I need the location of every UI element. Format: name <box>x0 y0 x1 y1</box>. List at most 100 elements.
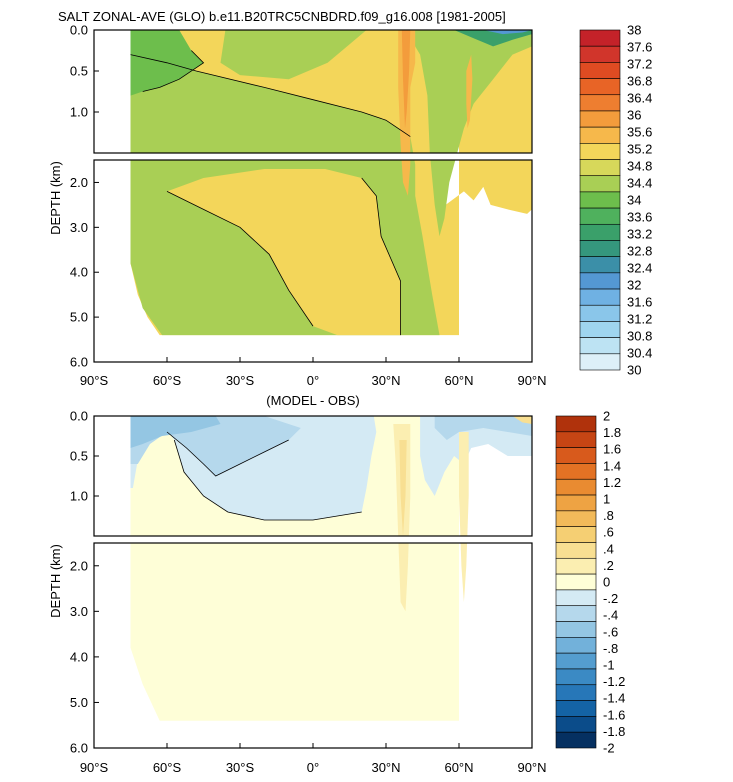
contour-line <box>142 50 205 92</box>
plot-area-lower <box>94 160 532 362</box>
y-tick-label: 1.0 <box>70 105 88 120</box>
region-aaiw-34.4 <box>130 54 414 153</box>
colorbar-label: -2 <box>603 741 615 756</box>
colorbar-box <box>579 240 621 257</box>
colorbar-box <box>579 78 621 96</box>
colorbar-label: 35.2 <box>627 142 652 157</box>
y-tick-label: 4.0 <box>70 265 88 280</box>
colorbar-box <box>579 337 621 355</box>
contour-line <box>361 177 402 336</box>
x-tick-label: 60°N <box>444 373 473 388</box>
plot-area-lower <box>94 543 532 748</box>
x-tick-label: 90°N <box>517 760 546 775</box>
colorbar-label: 33.2 <box>627 227 652 242</box>
colorbar-box <box>555 589 597 607</box>
colorbar-box <box>555 637 597 654</box>
colorbar-label: 1.4 <box>603 458 621 473</box>
colorbar-label: 1.2 <box>603 475 621 490</box>
region-north-surface-31.6 <box>483 30 532 35</box>
colorbar-label: 34.4 <box>627 176 652 191</box>
x-tick-label: 30°N <box>371 373 400 388</box>
colorbar-label: -1 <box>603 658 615 673</box>
y-axis-label: DEPTH (km) <box>48 544 63 618</box>
colorbar-box <box>579 45 621 63</box>
y-tick-label: 0.5 <box>70 449 88 464</box>
colorbar-box <box>579 29 621 47</box>
colorbar-label: 32 <box>627 278 641 293</box>
colorbar-label: 0 <box>603 575 610 590</box>
y-tick-label: 2.0 <box>70 175 88 190</box>
region-ocean-0.0 <box>130 543 459 721</box>
colorbar-box <box>579 110 621 128</box>
colorbar-box <box>579 94 621 112</box>
region-deep-34.8 <box>167 169 401 336</box>
colorbar-box <box>579 353 621 371</box>
colorbar-box <box>579 321 621 338</box>
region-ne-pos-0.2 <box>459 432 469 536</box>
colorbar-label: 34 <box>627 193 641 208</box>
contour-line <box>166 191 314 327</box>
colorbar-label: 30.8 <box>627 329 652 344</box>
colorbar-box <box>555 542 597 559</box>
y-tick-label: 0.5 <box>70 64 88 79</box>
region-north-neg-0.4 <box>434 416 532 440</box>
colorbar-label: 37.6 <box>627 40 652 55</box>
y-tick-label: 0.0 <box>70 23 88 38</box>
region-med-pos-0.2 <box>398 543 409 612</box>
contour-line <box>166 431 289 477</box>
y-tick-label: 5.0 <box>70 695 88 710</box>
colorbar-label: 38 <box>627 23 641 38</box>
x-tick-label: 30°S <box>226 373 255 388</box>
colorbar-box <box>579 207 621 225</box>
colorbar-label: 33.6 <box>627 210 652 225</box>
colorbar-label: 32.4 <box>627 261 652 276</box>
colorbar-label: 37.2 <box>627 57 652 72</box>
y-tick-label: 3.0 <box>70 604 88 619</box>
colorbar-box <box>555 668 597 686</box>
colorbar-box <box>555 415 597 433</box>
region-north-34.4 <box>430 160 456 237</box>
y-tick-label: 6.0 <box>70 741 88 756</box>
region-redsea-35.6 <box>466 54 473 129</box>
region-mediterranean-36.0 <box>401 30 411 129</box>
difference-panel: (MODEL - OBS) DEPTH (km) 0.0 0.5 1.0 2.0 3.0… <box>48 393 625 775</box>
colorbar-box <box>579 62 621 79</box>
plot-area-upper <box>94 416 532 536</box>
upper-frame <box>93 29 533 154</box>
colorbar-label: 1.8 <box>603 425 621 440</box>
colorbar-label: 30.4 <box>627 346 652 361</box>
colorbar-box <box>579 223 621 241</box>
colorbar-label: 34.8 <box>627 159 652 174</box>
colorbar-box <box>579 175 621 193</box>
x-tick-label: 90°N <box>517 373 546 388</box>
colorbar-box <box>555 447 597 464</box>
y-tick-label: 2.0 <box>70 558 88 573</box>
y-tick-label: 0.0 <box>70 409 88 424</box>
region-north-surface-33.2 <box>454 30 532 47</box>
colorbar-label: -1.4 <box>603 691 625 706</box>
region-arctic-pos-0.4 <box>512 416 532 424</box>
colorbar-box <box>555 526 597 543</box>
colorbar-box <box>555 621 597 638</box>
colorbar-label: 1 <box>603 492 610 507</box>
x-tick-label: 60°S <box>153 373 182 388</box>
panel-title: (MODEL - OBS) <box>266 393 359 408</box>
colorbar-label: .2 <box>603 558 614 573</box>
colorbar-label: 36.8 <box>627 74 652 89</box>
colorbar-box <box>555 431 597 448</box>
colorbar-box <box>555 716 597 733</box>
colorbar-label: .6 <box>603 525 614 540</box>
x-tick-label: 90°S <box>80 760 109 775</box>
x-tick-label: 30°S <box>226 760 255 775</box>
colorbar-box <box>555 557 597 575</box>
x-tick-label: 30°N <box>371 760 400 775</box>
region-ne-pos-0.2 <box>460 543 468 603</box>
colorbar-box <box>579 159 621 177</box>
colorbar-box <box>555 478 597 496</box>
colorbar-label: .8 <box>603 508 614 523</box>
colorbar-label: -.8 <box>603 641 618 656</box>
colorbar-box <box>579 126 621 144</box>
colorbar-box <box>555 700 597 717</box>
x-tick-label: 60°S <box>153 760 182 775</box>
